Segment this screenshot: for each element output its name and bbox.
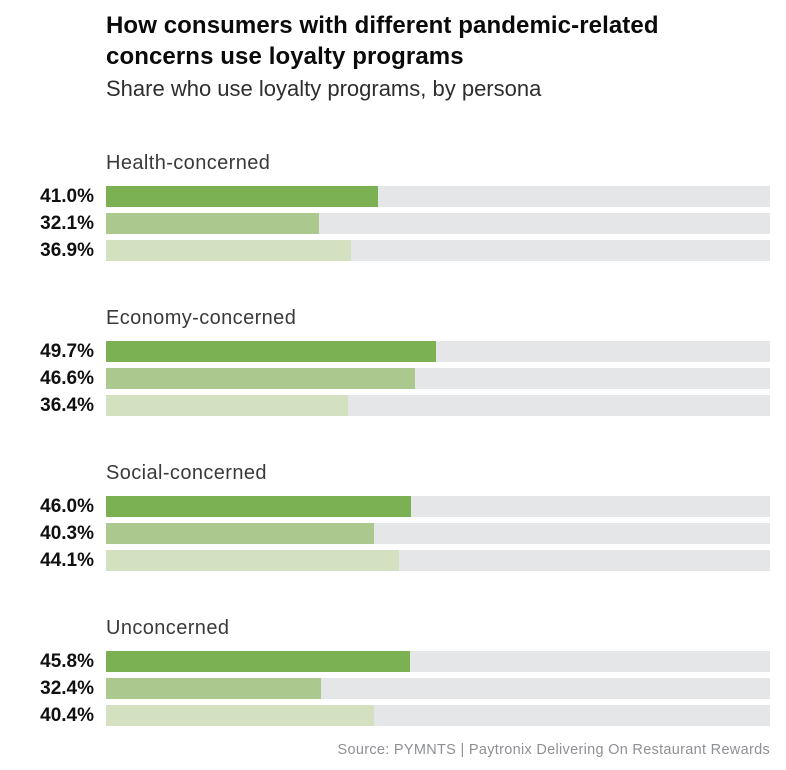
bar-fill (106, 705, 375, 726)
persona-group: Unconcerned 45.8% 32.4% 40.4% (0, 615, 786, 726)
bar-row: 45.8% (0, 651, 786, 672)
chart-subtitle: Share who use loyalty programs, by perso… (106, 76, 542, 101)
bar-track (106, 651, 770, 672)
persona-group: Economy-concerned 49.7% 46.6% 36.4% (0, 305, 786, 416)
bar-track (106, 678, 770, 699)
bar-value-label: 32.4% (40, 677, 94, 699)
bar-track (106, 341, 770, 362)
bar-value-label: 40.3% (40, 522, 94, 544)
bar-value-label: 40.4% (40, 704, 94, 726)
chart-title: How consumers with different pandemic-re… (106, 10, 770, 72)
bar-fill (106, 523, 374, 544)
bar-row: 32.1% (0, 213, 786, 234)
bar-fill (106, 186, 379, 207)
bar-track (106, 550, 770, 571)
bar-track (106, 186, 770, 207)
group-label: Unconcerned (106, 617, 230, 639)
bar-fill (106, 496, 412, 517)
bar-row: 40.4% (0, 705, 786, 726)
bar-row: 46.0% (0, 496, 786, 517)
bar-fill (106, 651, 411, 672)
bar-value-label: 46.0% (40, 495, 94, 517)
bar-track (106, 395, 770, 416)
bar-row: 32.4% (0, 678, 786, 699)
bar-track (106, 240, 770, 261)
group-label: Health-concerned (106, 152, 271, 174)
bar-row: 44.1% (0, 550, 786, 571)
bar-track (106, 523, 770, 544)
bar-value-label: 45.8% (40, 650, 94, 672)
bar-value-label: 41.0% (40, 185, 94, 207)
bar-fill (106, 368, 416, 389)
bar-value-label: 32.1% (40, 212, 94, 234)
bar-track (106, 213, 770, 234)
bar-value-label: 49.7% (40, 340, 94, 362)
group-label: Social-concerned (106, 462, 267, 484)
bar-value-label: 36.4% (40, 394, 94, 416)
bar-fill (106, 395, 348, 416)
bar-groups: Health-concerned 41.0% 32.1% 36.9% Economy-c… (0, 150, 786, 726)
persona-group: Social-concerned 46.0% 40.3% 44.1% (0, 460, 786, 571)
bar-row: 41.0% (0, 186, 786, 207)
source-note: Source: PYMNTS | Paytronix Delivering On… (337, 742, 770, 758)
bar-row: 36.9% (0, 240, 786, 261)
bar-track (106, 705, 770, 726)
bar-fill (106, 678, 322, 699)
bar-row: 46.6% (0, 368, 786, 389)
bar-row: 40.3% (0, 523, 786, 544)
chart-header: How consumers with different pandemic-re… (106, 10, 770, 103)
group-label: Economy-concerned (106, 307, 297, 329)
bar-fill (106, 240, 352, 261)
bar-row: 49.7% (0, 341, 786, 362)
bar-fill (106, 213, 320, 234)
chart-title-line2: concerns use loyalty programs (106, 43, 464, 70)
bar-value-label: 46.6% (40, 367, 94, 389)
bar-track (106, 496, 770, 517)
bar-fill (106, 341, 436, 362)
bar-fill (106, 550, 399, 571)
bar-value-label: 44.1% (40, 549, 94, 571)
persona-group: Health-concerned 41.0% 32.1% 36.9% (0, 150, 786, 261)
bar-row: 36.4% (0, 395, 786, 416)
chart-title-line1: How consumers with different pandemic-re… (106, 12, 659, 39)
bar-track (106, 368, 770, 389)
bar-value-label: 36.9% (40, 239, 94, 261)
